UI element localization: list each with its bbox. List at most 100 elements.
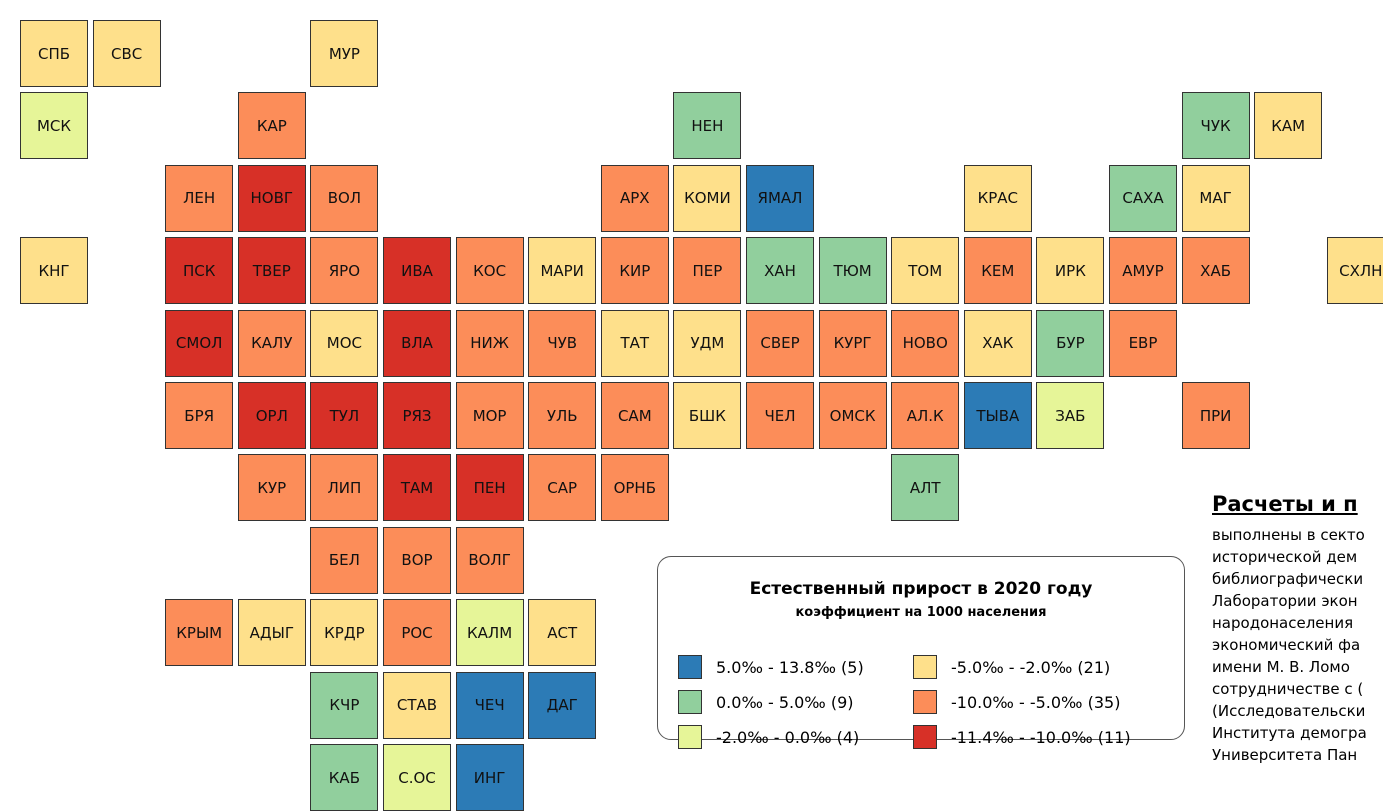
legend-item: 5.0‰ - 13.8‰ (5) <box>678 655 864 679</box>
note-line: сотрудничестве с ( <box>1212 680 1364 698</box>
region-tile: ЛИП <box>310 454 379 522</box>
region-tile: ХАБ <box>1181 237 1250 305</box>
region-tile: ЯМАЛ <box>746 164 814 232</box>
region-tile: РОС <box>383 599 451 667</box>
region-label: КАБ <box>328 768 360 787</box>
region-tile: ВОЛ <box>310 164 379 232</box>
note: Расчеты и п выполнены в секто историческо… <box>1212 492 1383 766</box>
legend-label: -10.0‰ - -5.0‰ (35) <box>951 692 1121 712</box>
note-line: Института демогра <box>1212 724 1367 742</box>
region-label: САХА <box>1122 189 1164 208</box>
region-tile: КУР <box>237 454 306 522</box>
legend-title: Естественный прирост в 2020 году <box>749 579 1093 599</box>
region-label: АЛ.К <box>906 406 944 425</box>
note-line: выполнены в секто <box>1212 526 1365 544</box>
legend-label: -2.0‰ - 0.0‰ (4) <box>716 727 860 747</box>
region-tile: ИРК <box>1036 237 1105 305</box>
region-tile: ПЕН <box>455 454 524 522</box>
region-tile: КУРГ <box>818 309 887 377</box>
region-tile: ЗАБ <box>1036 382 1105 449</box>
region-label: ЛИП <box>327 478 362 497</box>
legend-swatch <box>678 725 702 749</box>
region-tile: КАЛМ <box>455 599 524 667</box>
region-tile: РЯЗ <box>383 382 451 449</box>
region-label: НЕН <box>691 116 724 135</box>
region-tile: ХАК <box>963 309 1032 377</box>
region-label: КОМИ <box>684 189 731 208</box>
region-label: ТОМ <box>908 261 943 280</box>
region-label: САМ <box>617 406 652 425</box>
region-label: КУР <box>257 478 287 497</box>
note-line: народонаселения <box>1212 614 1354 632</box>
legend-swatch <box>678 655 702 679</box>
region-tile: МАРИ <box>528 237 597 305</box>
region-tile: ТВЕР <box>237 237 306 305</box>
region-label: НИЖ <box>470 334 509 353</box>
region-tile: ПЕР <box>673 237 742 305</box>
region-tile: МСК <box>20 92 88 160</box>
region-label: УЛЬ <box>546 406 578 425</box>
region-tile: НОВГ <box>237 164 306 232</box>
region-label: УДМ <box>690 334 725 353</box>
region-label: СТАВ <box>396 696 438 715</box>
region-label: КАМ <box>1271 116 1306 135</box>
region-label: КАЛУ <box>251 334 293 353</box>
region-label: КАЛМ <box>467 623 513 642</box>
region-tile: УДМ <box>673 309 742 377</box>
region-label: РЯЗ <box>402 406 432 425</box>
region-label: АРХ <box>620 189 650 208</box>
region-tile: КНГ <box>20 237 88 305</box>
region-tile: ОРЛ <box>237 382 306 449</box>
legend-item: -11.4‰ - -10.0‰ (11) <box>913 725 1131 749</box>
legend-swatch <box>913 655 937 679</box>
region-label: АСТ <box>547 623 578 642</box>
region-label: НОВГ <box>250 189 294 208</box>
region-label: ТАТ <box>620 334 650 353</box>
region-label: ОРЛ <box>255 406 288 425</box>
region-label: ХАН <box>764 261 796 280</box>
region-tile: ВОЛГ <box>455 526 524 594</box>
region-label: ПЕН <box>473 478 506 497</box>
region-label: ОМСК <box>829 406 876 425</box>
region-label: БЕЛ <box>328 551 360 570</box>
region-label: ВОЛГ <box>468 551 511 570</box>
region-tile: АЛТ <box>891 454 960 522</box>
legend-subtitle: коэффициент на 1000 населения <box>795 605 1047 620</box>
region-tile: КРЫМ <box>165 599 234 667</box>
region-label: ОРНБ <box>613 478 656 497</box>
region-tile: ЛЕН <box>165 164 234 232</box>
region-label: ЗАБ <box>1055 406 1086 425</box>
region-tile: ТАМ <box>383 454 451 522</box>
region-tile: КЧР <box>310 671 379 739</box>
region-tile: КАР <box>237 92 306 160</box>
region-label: КИР <box>619 261 651 280</box>
region-label: КОС <box>473 261 507 280</box>
region-tile: БШК <box>673 382 742 449</box>
region-tile: СПБ <box>20 20 88 87</box>
note-line: библиографически <box>1212 570 1364 588</box>
region-tile: САМ <box>600 382 669 449</box>
region-label: МАГ <box>1199 189 1232 208</box>
region-tile: АЛ.К <box>891 382 960 449</box>
region-label: ТУЛ <box>329 406 360 425</box>
region-label: ИРК <box>1054 261 1086 280</box>
region-label: БРЯ <box>184 406 215 425</box>
legend-label: 0.0‰ - 5.0‰ (9) <box>716 692 854 712</box>
region-label: СМОЛ <box>175 334 223 353</box>
region-label: КЧР <box>329 696 360 715</box>
region-tile: ЧУК <box>1181 92 1250 160</box>
legend-swatch <box>678 690 702 714</box>
note-line: экономический фа <box>1212 636 1361 654</box>
region-label: СХЛН <box>1339 261 1383 280</box>
region-tile: СВЕР <box>746 309 814 377</box>
region-label: ДАГ <box>546 696 578 715</box>
region-tile: ВЛА <box>383 309 451 377</box>
region-label: ЯМАЛ <box>757 189 803 208</box>
region-label: ЕВР <box>1128 334 1158 353</box>
region-tile: КАМ <box>1254 92 1323 160</box>
region-label: ВЛА <box>401 334 433 353</box>
legend-label: -5.0‰ - -2.0‰ (21) <box>951 657 1111 677</box>
region-label: ЧЕЧ <box>474 696 505 715</box>
region-tile: КАБ <box>310 744 379 811</box>
